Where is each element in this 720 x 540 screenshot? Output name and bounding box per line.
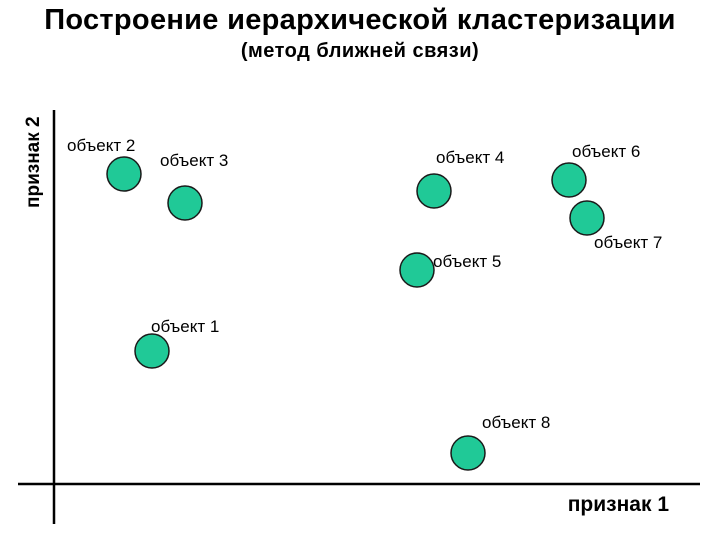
object-7-label: объект 7 [594, 233, 662, 252]
object-1-label: объект 1 [151, 317, 219, 336]
object-5-point [399, 252, 435, 288]
object-3-label: объект 3 [160, 151, 228, 170]
y-axis-label: признак 2 [23, 116, 44, 208]
object-2-point [106, 156, 142, 192]
object-3-point [167, 185, 203, 221]
object-5-label: объект 5 [433, 252, 501, 271]
object-labels: объект 1 объект 2 объект 3 объект 4 объе… [67, 136, 662, 432]
slide-title: Построение иерархической кластеризации [44, 4, 676, 36]
object-2-label: объект 2 [67, 136, 135, 155]
object-7-point [569, 200, 605, 236]
object-6-label: объект 6 [572, 142, 640, 161]
object-4-label: объект 4 [436, 148, 504, 167]
object-4-point [416, 173, 452, 209]
object-8-point [450, 435, 486, 471]
object-8-label: объект 8 [482, 413, 550, 432]
slide-subtitle: (метод ближней связи) [240, 40, 480, 62]
x-axis-label: признак 1 [568, 493, 670, 516]
object-6-point [551, 162, 587, 198]
object-1-point [134, 333, 170, 369]
object-points [106, 156, 605, 471]
